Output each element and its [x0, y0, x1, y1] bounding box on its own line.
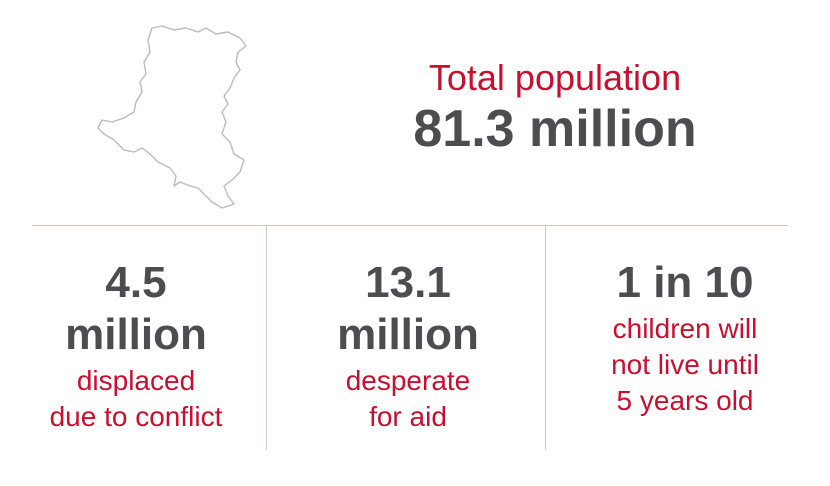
stat-number: 4.5 million	[20, 257, 252, 361]
stat-description-line: not live until	[611, 349, 759, 380]
vertical-divider-2	[545, 226, 546, 450]
vertical-divider-1	[266, 226, 267, 450]
stat-number-line: 4.5	[105, 258, 167, 307]
stat-number-line: million	[65, 310, 207, 359]
stat-number: 1 in 10	[560, 257, 810, 309]
stat-number-line: 1 in 10	[616, 258, 754, 307]
stat-description-line: displaced	[76, 365, 196, 396]
horizontal-divider	[32, 225, 788, 226]
stat-displaced: 4.5 million displaced due to conflict	[20, 257, 252, 435]
stat-child-mortality: 1 in 10 children will not live until 5 y…	[560, 257, 810, 419]
stat-description-line: children will	[612, 313, 758, 344]
stat-description-line: 5 years old	[616, 385, 754, 416]
stat-number-line: million	[337, 310, 479, 359]
stat-description: displaced due to conflict	[20, 363, 252, 435]
stat-description: desperate for aid	[286, 363, 530, 435]
stat-description-line: desperate	[345, 365, 471, 396]
stat-number-line: 13.1	[365, 258, 451, 307]
stat-number: 13.1 million	[286, 257, 530, 361]
stat-aid: 13.1 million desperate for aid	[286, 257, 530, 435]
stat-description-line: for aid	[369, 401, 447, 432]
stat-description-line: due to conflict	[49, 401, 223, 432]
total-population-label: Total population	[428, 57, 682, 98]
total-population-value: 81.3 million	[413, 100, 697, 158]
total-population: Total population 81.3 million	[360, 56, 750, 158]
stat-description: children will not live until 5 years old	[560, 311, 810, 419]
country-outline-icon	[97, 25, 247, 209]
